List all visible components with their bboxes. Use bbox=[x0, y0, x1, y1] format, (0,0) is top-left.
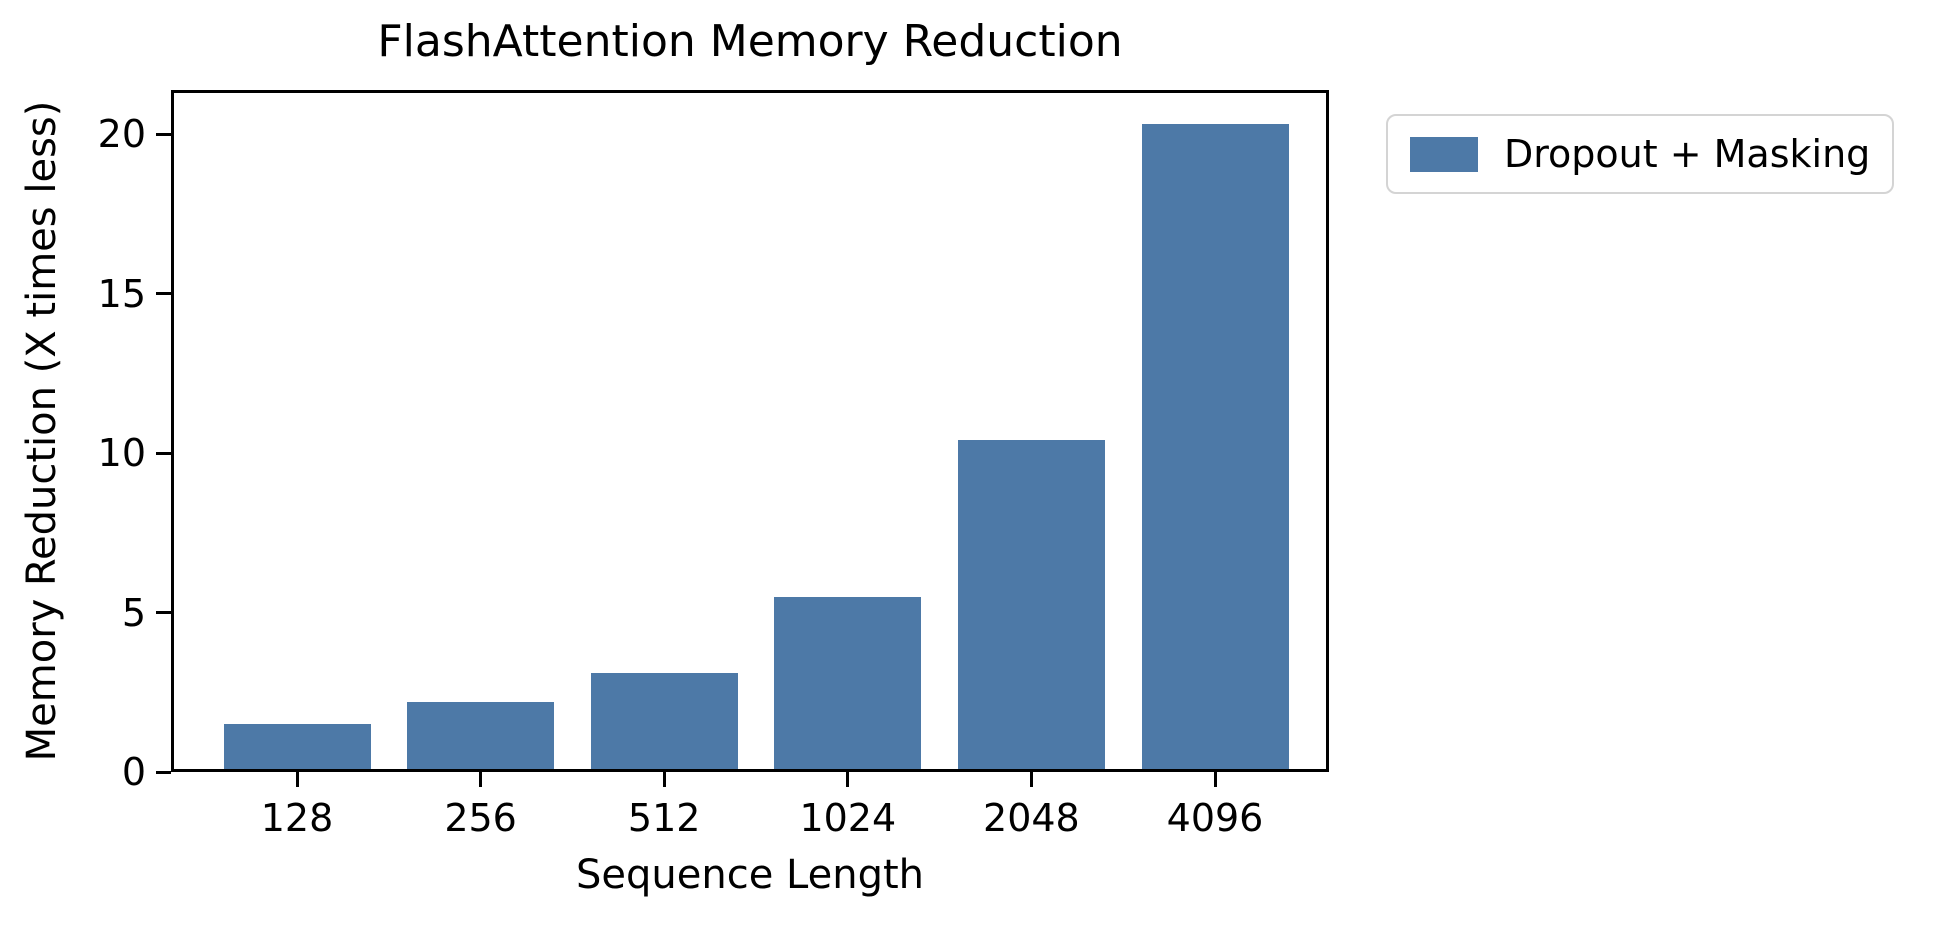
legend: Dropout + Masking bbox=[1386, 114, 1895, 194]
x-tick-label: 1024 bbox=[799, 796, 897, 840]
x-tick-label: 512 bbox=[627, 796, 701, 840]
y-tick-label: 5 bbox=[121, 590, 146, 635]
x-tick-mark bbox=[295, 772, 299, 787]
y-tick-mark bbox=[156, 611, 171, 614]
y-tick-mark bbox=[156, 451, 171, 455]
y-tick-mark bbox=[156, 132, 171, 136]
x-tick-label: 128 bbox=[260, 796, 334, 840]
x-tick-mark bbox=[1029, 772, 1033, 787]
x-tick-label: 256 bbox=[444, 796, 517, 840]
bar-128 bbox=[223, 724, 371, 772]
bar-256 bbox=[407, 701, 555, 772]
legend-label: Dropout + Masking bbox=[1504, 132, 1871, 176]
y-tick-mark bbox=[156, 292, 171, 295]
y-tick-label: 15 bbox=[97, 271, 146, 316]
bar-1024 bbox=[774, 596, 922, 772]
x-tick-mark bbox=[662, 772, 666, 787]
bar-512 bbox=[590, 673, 738, 772]
y-tick-mark bbox=[156, 770, 171, 774]
chart-title: FlashAttention Memory Reduction bbox=[377, 16, 1123, 67]
y-tick-label: 20 bbox=[97, 112, 146, 156]
y-tick-label: 10 bbox=[97, 431, 146, 475]
x-tick-label: 4096 bbox=[1166, 796, 1264, 840]
legend-swatch-dropout-masking bbox=[1410, 136, 1478, 172]
x-axis-label: Sequence Length bbox=[576, 852, 924, 898]
bar-4096 bbox=[1141, 124, 1289, 772]
x-tick-mark bbox=[846, 772, 850, 787]
y-tick-label: 0 bbox=[121, 750, 146, 794]
x-tick-mark bbox=[1213, 772, 1217, 787]
x-tick-mark bbox=[479, 772, 483, 787]
bar-2048 bbox=[957, 440, 1105, 772]
x-tick-label: 2048 bbox=[983, 796, 1080, 840]
